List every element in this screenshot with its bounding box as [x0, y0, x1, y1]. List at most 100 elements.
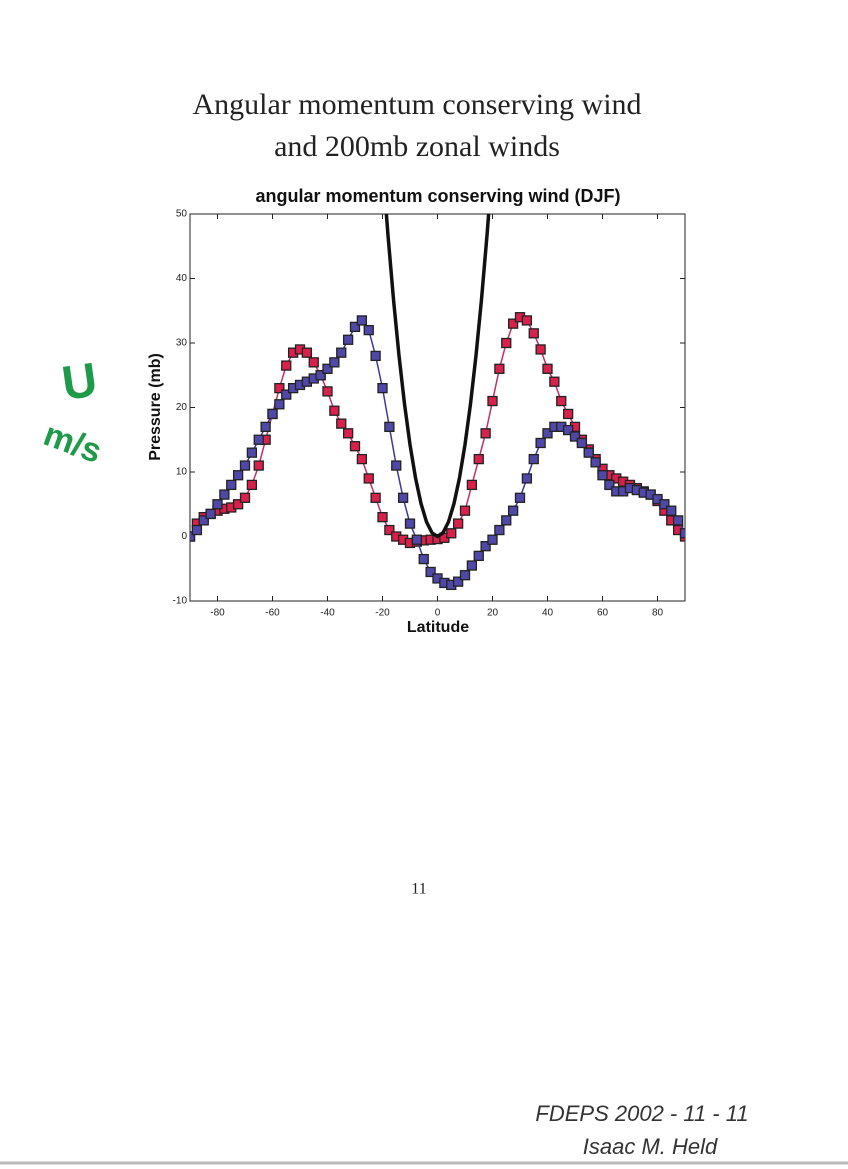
data-point: [253, 434, 264, 445]
data-point: [501, 337, 512, 349]
data-point: [576, 437, 588, 449]
data-point: [535, 344, 546, 355]
x-tick-label: -40: [320, 608, 335, 619]
data-point: [356, 453, 368, 465]
y-tick-label: 10: [176, 467, 188, 478]
data-point: [542, 363, 553, 374]
data-point: [507, 505, 519, 516]
data-point: [466, 560, 478, 571]
y-tick-label: 50: [176, 209, 188, 220]
data-point: [322, 363, 333, 374]
data-point: [521, 473, 533, 484]
data-point: [487, 395, 498, 407]
series-line: [190, 319, 685, 586]
data-point: [590, 457, 601, 468]
x-tick-label: 80: [652, 608, 664, 619]
chart-title: angular momentum conserving wind (DJF): [255, 186, 620, 206]
data-point: [494, 524, 505, 536]
page-number: 11: [411, 881, 426, 898]
data-point: [418, 553, 429, 565]
data-point: [329, 405, 340, 416]
data-point: [191, 524, 203, 536]
y-tick-label: 0: [181, 531, 187, 542]
data-point: [363, 324, 374, 336]
data-point: [528, 328, 539, 339]
data-point: [535, 437, 546, 449]
data-point: [253, 460, 264, 471]
data-point: [542, 428, 553, 439]
data-point: [232, 499, 244, 510]
data-point: [473, 453, 484, 465]
data-point: [239, 460, 251, 471]
y-tick-label: -10: [173, 596, 188, 607]
data-point: [549, 376, 560, 387]
data-point: [377, 512, 388, 523]
heading-line: and 200mb zonal winds: [274, 130, 560, 163]
data-point: [384, 524, 395, 536]
data-point: [384, 421, 395, 433]
data-point: [205, 508, 216, 520]
data-point: [246, 447, 258, 458]
data-point: [459, 505, 471, 516]
data-point: [329, 357, 340, 368]
data-point: [301, 347, 313, 358]
x-tick-label: -80: [210, 608, 225, 619]
data-point: [652, 493, 663, 505]
data-point: [226, 479, 237, 491]
x-tick-label: 40: [542, 608, 554, 619]
data-point: [487, 534, 498, 545]
y-tick-label: 30: [176, 338, 188, 349]
data-point: [514, 492, 526, 503]
data-point: [480, 541, 491, 552]
data-point: [232, 470, 244, 481]
data-point: [391, 460, 402, 471]
x-tick-label: 60: [597, 608, 609, 619]
data-point: [342, 334, 354, 345]
data-point: [659, 499, 670, 510]
data-point: [473, 550, 484, 561]
x-tick-label: 0: [435, 608, 441, 619]
data-point: [342, 428, 354, 439]
data-point: [281, 389, 292, 400]
data-point: [556, 395, 567, 407]
data-point: [349, 321, 361, 333]
x-tick-label: 20: [487, 608, 499, 619]
data-point: [411, 534, 423, 545]
data-point: [281, 360, 292, 371]
data-point: [521, 315, 533, 326]
data-point: [246, 479, 258, 491]
data-point: [672, 515, 684, 526]
data-point: [446, 528, 457, 539]
data-point: [260, 421, 271, 433]
data-point: [459, 570, 471, 581]
heading-line: Angular momentum conserving wind: [192, 88, 641, 121]
data-point: [425, 566, 436, 578]
data-point: [569, 431, 581, 442]
data-point: [666, 505, 677, 516]
data-point: [528, 453, 539, 465]
data-point: [239, 492, 251, 503]
data-point: [597, 470, 608, 481]
data-point: [562, 408, 574, 420]
data-point: [198, 515, 209, 526]
data-point: [336, 347, 347, 358]
y-axis-label: Pressure (mb): [147, 353, 164, 461]
data-point: [315, 370, 326, 381]
x-axis-label: Latitude: [407, 619, 469, 636]
data-point: [267, 408, 278, 420]
data-point: [452, 518, 464, 529]
data-point: [212, 499, 223, 510]
data-point: [274, 399, 285, 410]
data-point: [274, 382, 285, 394]
y-tick-label: 40: [176, 273, 188, 284]
data-point: [507, 318, 519, 329]
data-point: [219, 489, 230, 500]
y-tick-label: 20: [176, 402, 188, 413]
data-point: [377, 382, 388, 394]
data-point: [604, 479, 615, 491]
data-point: [308, 357, 319, 368]
data-point: [370, 492, 381, 503]
signature-line: FDEPS 2002 - 11 - 11: [535, 1101, 748, 1126]
x-tick-label: -20: [375, 608, 390, 619]
